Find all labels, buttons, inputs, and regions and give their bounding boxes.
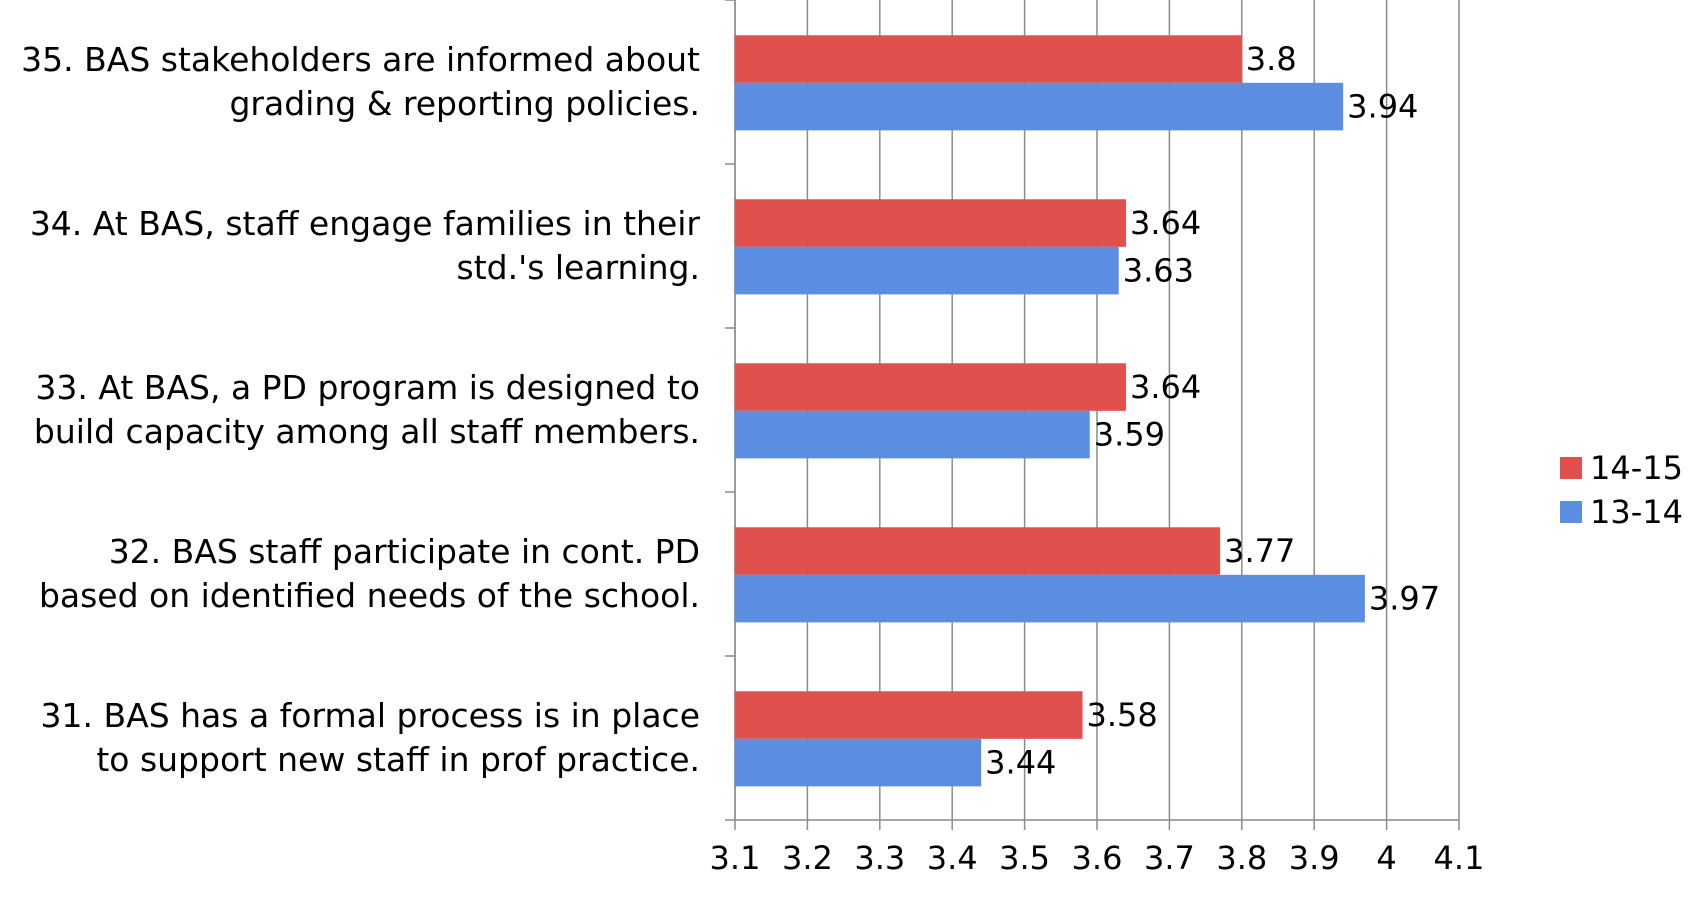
- legend-label: 14-15: [1590, 449, 1683, 487]
- category-label: 31. BAS has a formal process is in place…: [0, 656, 700, 820]
- bar: [735, 82, 1344, 131]
- x-tick-label: 3.5: [999, 839, 1050, 877]
- category-label: 32. BAS staff participate in cont. PD ba…: [0, 492, 700, 656]
- legend-label: 13-14: [1590, 493, 1683, 531]
- legend-swatch: [1560, 501, 1582, 523]
- x-tick-label: 3.2: [782, 839, 833, 877]
- bar: [735, 199, 1126, 247]
- bar: [735, 691, 1083, 739]
- category-label-text: 35. BAS stakeholders are informed about …: [21, 40, 700, 123]
- category-label: 34. At BAS, staff engage families in the…: [0, 164, 700, 328]
- category-label-text: 31. BAS has a formal process is in place…: [40, 696, 700, 779]
- data-label: 3.94: [1347, 88, 1418, 126]
- data-label: 3.59: [1094, 416, 1165, 454]
- category-label-text: 33. At BAS, a PD program is designed to …: [33, 368, 700, 451]
- category-label-text: 32. BAS staff participate in cont. PD ba…: [38, 532, 700, 615]
- x-tick-label: 3.9: [1289, 839, 1340, 877]
- data-label: 3.44: [985, 744, 1056, 782]
- data-label: 3.8: [1246, 40, 1297, 78]
- category-label: 33. At BAS, a PD program is designed to …: [0, 328, 700, 492]
- bar: [735, 246, 1119, 295]
- x-tick-label: 4: [1376, 839, 1396, 877]
- data-label: 3.64: [1130, 368, 1201, 406]
- x-tick-label: 4.1: [1434, 839, 1485, 877]
- bar: [735, 363, 1126, 411]
- data-label: 3.58: [1087, 696, 1158, 734]
- x-tick-label: 3.8: [1216, 839, 1267, 877]
- bar: [735, 35, 1242, 83]
- bar: [735, 410, 1090, 459]
- x-tick-label: 3.1: [710, 839, 761, 877]
- x-tick-label: 3.3: [854, 839, 905, 877]
- x-tick-label: 3.6: [1072, 839, 1123, 877]
- data-label: 3.77: [1224, 532, 1295, 570]
- x-tick-label: 3.7: [1144, 839, 1195, 877]
- bar: [735, 574, 1365, 623]
- data-label: 3.64: [1130, 204, 1201, 242]
- data-label: 3.97: [1369, 580, 1440, 618]
- category-label-text: 34. At BAS, staff engage families in the…: [29, 204, 700, 287]
- bar: [735, 738, 982, 787]
- x-tick-label: 3.4: [927, 839, 978, 877]
- legend-swatch: [1560, 457, 1582, 479]
- bar: [735, 527, 1221, 575]
- category-label: 35. BAS stakeholders are informed about …: [0, 0, 700, 164]
- data-label: 3.63: [1123, 252, 1194, 290]
